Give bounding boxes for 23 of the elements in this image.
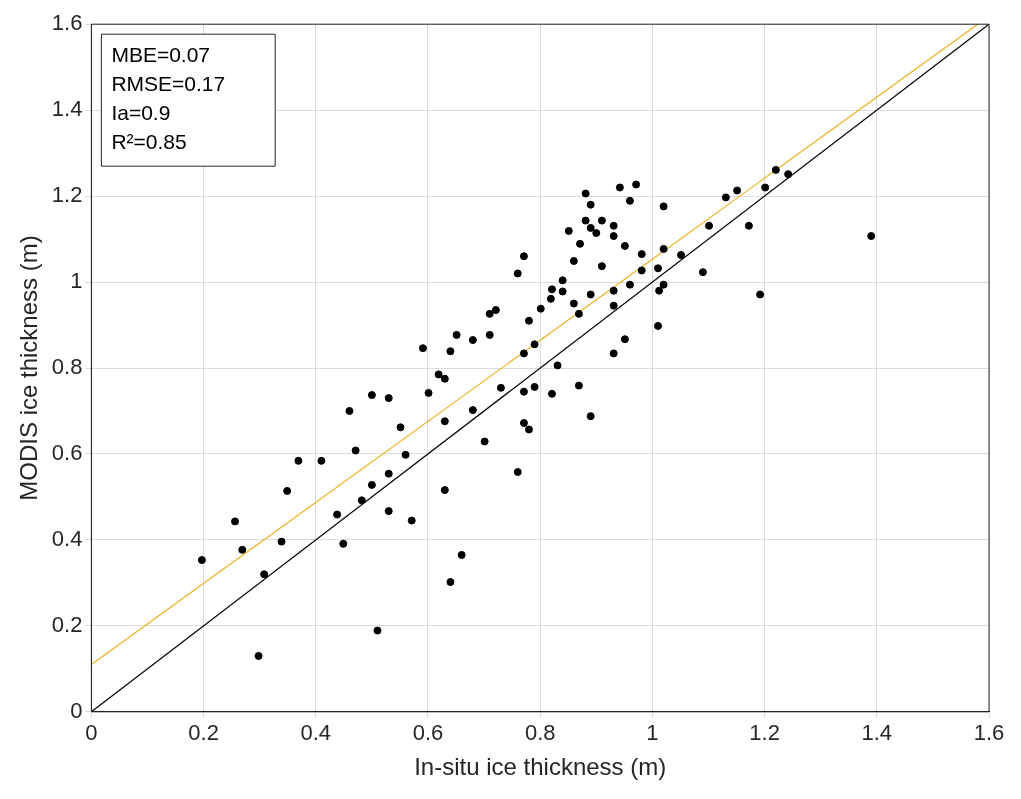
y-tick-label: 0.4 (51, 525, 83, 551)
y-tick-label: 0 (70, 697, 83, 723)
x-tick-label: 0.2 (188, 720, 219, 746)
y-tick-label: 1 (70, 268, 83, 294)
x-tick-label: 0.8 (524, 720, 556, 746)
annotation: RMSE=0.17 (111, 72, 226, 96)
x-axis-title: In-situ ice thickness (m) (414, 753, 667, 781)
y-tick-label: 1.4 (51, 96, 83, 122)
annotation: Ia=0.9 (111, 101, 171, 125)
annotation: MBE=0.07 (111, 43, 211, 67)
y-tick-label: 0.2 (51, 611, 83, 637)
y-tick-label: 0.6 (51, 440, 83, 466)
x-tick-label: 1.6 (973, 720, 1005, 746)
x-tick-label: 1 (646, 720, 659, 746)
x-tick-label: 0.4 (300, 720, 332, 746)
y-tick-label: 1.2 (51, 182, 83, 208)
y-axis-title: MODIS ice thickness (m) (15, 235, 43, 501)
annotation: R²=0.85 (111, 130, 187, 154)
x-tick-label: 1.2 (749, 720, 780, 746)
y-tick-label: 0.8 (51, 354, 83, 380)
x-tick-label: 1.4 (861, 720, 893, 746)
y-tick-label: 1.6 (51, 10, 83, 36)
x-tick-label: 0.6 (412, 720, 444, 746)
